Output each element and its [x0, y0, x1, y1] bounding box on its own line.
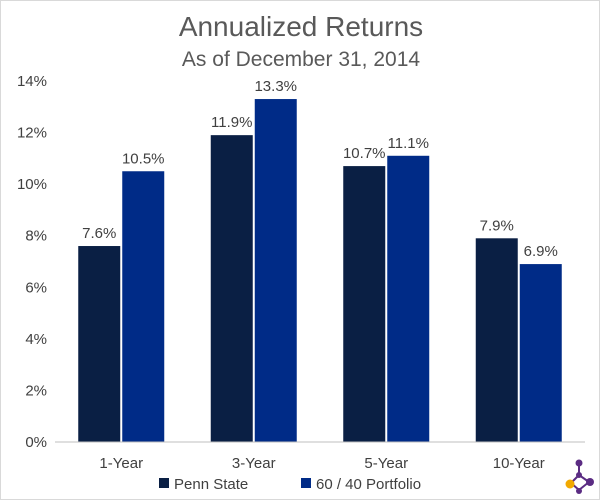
- data-label: 6.9%: [524, 243, 558, 260]
- x-category-label: 5-Year: [364, 455, 408, 472]
- data-label: 10.7%: [343, 145, 386, 162]
- y-tick-label: 2%: [25, 382, 47, 399]
- x-category-label: 10-Year: [493, 455, 545, 472]
- data-label: 7.9%: [480, 217, 514, 234]
- x-axis: 1-Year 3-Year 5-Year 10-Year: [99, 455, 544, 472]
- y-tick-label: 6%: [25, 279, 47, 296]
- y-tick-label: 8%: [25, 228, 47, 245]
- legend-label-60-40-portfolio: 60 / 40 Portfolio: [316, 476, 421, 493]
- x-category-label: 3-Year: [232, 455, 276, 472]
- bar-penn-state-3-year: [210, 135, 253, 442]
- data-label: 10.5%: [122, 150, 165, 167]
- bar-penn-state-10-year: [475, 238, 518, 442]
- bar-60-40-portfolio-5-year: [387, 155, 430, 442]
- bar-60-40-portfolio-1-year: [122, 171, 165, 442]
- y-tick-label: 0%: [25, 434, 47, 451]
- chart-subtitle: As of December 31, 2014: [182, 48, 420, 71]
- molecule-logo-icon: [565, 459, 594, 494]
- bar-60-40-portfolio-10-year: [519, 264, 562, 442]
- data-label: 11.9%: [211, 114, 252, 131]
- y-tick-label: 14%: [17, 73, 47, 90]
- legend-swatch-60-40-portfolio: [301, 478, 311, 488]
- y-tick-label: 12%: [17, 125, 47, 142]
- bar-60-40-portfolio-3-year: [254, 99, 297, 443]
- bars: 7.6% 10.5% 11.9% 13.3% 10.7%11.1% 7.9% 6.9%: [78, 78, 562, 443]
- bar-penn-state-5-year: [343, 166, 386, 443]
- y-axis: 0% 2% 4% 6% 8% 10% 12% 14%: [17, 73, 47, 451]
- data-label: 13.3%: [254, 78, 297, 95]
- y-tick-label: 10%: [17, 176, 47, 193]
- x-category-label: 1-Year: [99, 455, 143, 472]
- legend-label-penn-state: Penn State: [174, 476, 248, 493]
- bar-penn-state-1-year: [78, 246, 121, 442]
- data-label: 11.1%: [388, 135, 429, 152]
- y-tick-label: 4%: [25, 331, 47, 348]
- legend-swatch-penn-state: [159, 478, 169, 488]
- chart-title: Annualized Returns: [179, 11, 423, 42]
- legend: Penn State 60 / 40 Portfolio: [159, 476, 421, 493]
- data-label: 7.6%: [82, 225, 116, 242]
